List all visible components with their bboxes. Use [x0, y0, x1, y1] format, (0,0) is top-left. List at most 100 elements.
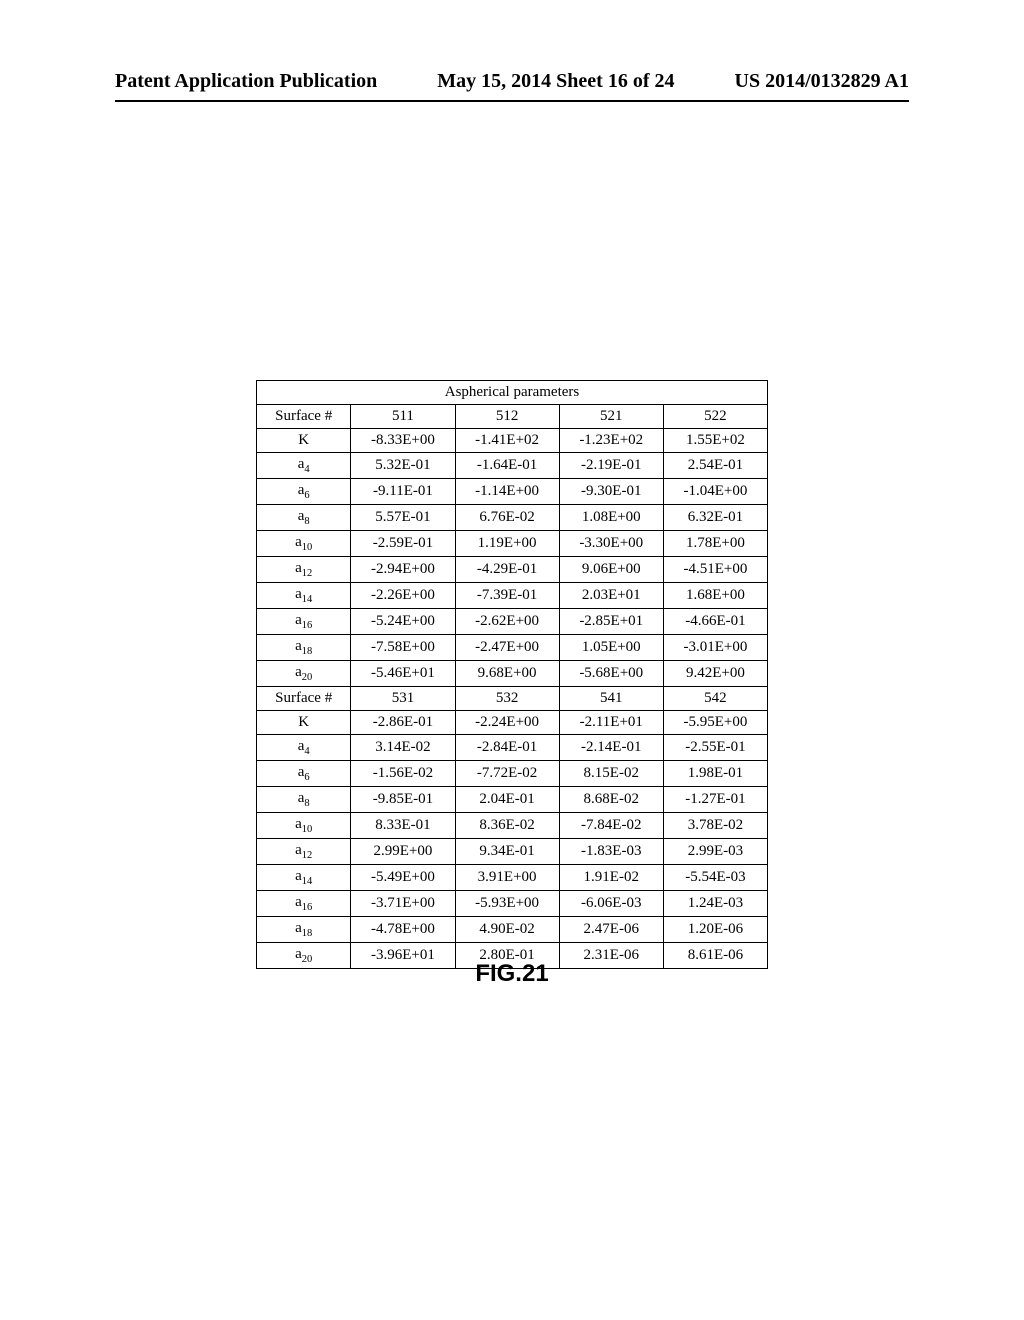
cell: 1.20E-06	[663, 917, 767, 943]
table-row: a4 5.32E-01 -1.64E-01 -2.19E-01 2.54E-01	[257, 453, 768, 479]
table-row: a8 5.57E-01 6.76E-02 1.08E+00 6.32E-01	[257, 505, 768, 531]
cell: -4.66E-01	[663, 609, 767, 635]
cell: 1.68E+00	[663, 583, 767, 609]
table-row: K -8.33E+00 -1.41E+02 -1.23E+02 1.55E+02	[257, 429, 768, 453]
row-label-sub: 16	[302, 902, 313, 913]
cell: -2.59E-01	[351, 531, 455, 557]
table-row: a16 -5.24E+00 -2.62E+00 -2.85E+01 -4.66E…	[257, 609, 768, 635]
cell: -5.46E+01	[351, 661, 455, 687]
table-row: a4 3.14E-02 -2.84E-01 -2.14E-01 -2.55E-0…	[257, 735, 768, 761]
table-row: a18 -4.78E+00 4.90E-02 2.47E-06 1.20E-06	[257, 917, 768, 943]
cell: -1.14E+00	[455, 479, 559, 505]
row-label-sub: 14	[302, 876, 313, 887]
cell: 6.32E-01	[663, 505, 767, 531]
cell: -8.33E+00	[351, 429, 455, 453]
row-label-sub: 16	[302, 620, 313, 631]
surface-num: 511	[351, 405, 455, 429]
cell: 4.90E-02	[455, 917, 559, 943]
table-row: a8 -9.85E-01 2.04E-01 8.68E-02 -1.27E-01	[257, 787, 768, 813]
row-label-sub: 12	[302, 850, 313, 861]
row-label-sub: 8	[304, 516, 309, 527]
table-row: K -2.86E-01 -2.24E+00 -2.11E+01 -5.95E+0…	[257, 711, 768, 735]
cell: 2.99E-03	[663, 839, 767, 865]
row-label-a4: a4	[257, 735, 351, 761]
cell: -1.56E-02	[351, 761, 455, 787]
table-row: a14 -5.49E+00 3.91E+00 1.91E-02 -5.54E-0…	[257, 865, 768, 891]
cell: 1.78E+00	[663, 531, 767, 557]
cell: 2.03E+01	[559, 583, 663, 609]
table-row: a14 -2.26E+00 -7.39E-01 2.03E+01 1.68E+0…	[257, 583, 768, 609]
cell: -5.49E+00	[351, 865, 455, 891]
cell: -2.11E+01	[559, 711, 663, 735]
cell: -2.84E-01	[455, 735, 559, 761]
cell: -6.06E-03	[559, 891, 663, 917]
cell: 9.06E+00	[559, 557, 663, 583]
cell: -2.24E+00	[455, 711, 559, 735]
cell: 5.32E-01	[351, 453, 455, 479]
surface-header-row-2: Surface # 531 532 541 542	[257, 687, 768, 711]
table-row: a10 -2.59E-01 1.19E+00 -3.30E+00 1.78E+0…	[257, 531, 768, 557]
cell: 2.54E-01	[663, 453, 767, 479]
table-row: a12 -2.94E+00 -4.29E-01 9.06E+00 -4.51E+…	[257, 557, 768, 583]
row-label-a18: a18	[257, 917, 351, 943]
surface-header-row-1: Surface # 511 512 521 522	[257, 405, 768, 429]
row-label-sub: 4	[304, 464, 309, 475]
cell: -2.47E+00	[455, 635, 559, 661]
row-label-a10: a10	[257, 531, 351, 557]
header-right: US 2014/0132829 A1	[735, 70, 909, 93]
cell: -3.71E+00	[351, 891, 455, 917]
aspherical-table-wrap: Aspherical parameters Surface # 511 512 …	[256, 380, 768, 969]
row-label-a20: a20	[257, 661, 351, 687]
table-title: Aspherical parameters	[257, 381, 768, 405]
cell: 1.08E+00	[559, 505, 663, 531]
row-label-base: a	[295, 534, 302, 550]
cell: -2.85E+01	[559, 609, 663, 635]
cell: -7.58E+00	[351, 635, 455, 661]
cell: -1.41E+02	[455, 429, 559, 453]
row-label-a14: a14	[257, 865, 351, 891]
cell: -9.85E-01	[351, 787, 455, 813]
row-label-a12: a12	[257, 839, 351, 865]
cell: 5.57E-01	[351, 505, 455, 531]
table-row: a20 -5.46E+01 9.68E+00 -5.68E+00 9.42E+0…	[257, 661, 768, 687]
cell: -9.11E-01	[351, 479, 455, 505]
cell: 2.04E-01	[455, 787, 559, 813]
figure-label: FIG.21	[0, 960, 1024, 988]
table-row: a6 -1.56E-02 -7.72E-02 8.15E-02 1.98E-01	[257, 761, 768, 787]
cell: 8.68E-02	[559, 787, 663, 813]
row-label-a12: a12	[257, 557, 351, 583]
row-label-a14: a14	[257, 583, 351, 609]
cell: 1.19E+00	[455, 531, 559, 557]
row-label-a18: a18	[257, 635, 351, 661]
cell: 8.33E-01	[351, 813, 455, 839]
header-rule	[115, 100, 909, 102]
cell: 6.76E-02	[455, 505, 559, 531]
row-label-sub: 14	[302, 594, 313, 605]
cell: 1.98E-01	[663, 761, 767, 787]
surface-num: 541	[559, 687, 663, 711]
page-header: Patent Application Publication May 15, 2…	[0, 70, 1024, 93]
cell: 3.91E+00	[455, 865, 559, 891]
cell: -5.54E-03	[663, 865, 767, 891]
row-label-base: a	[295, 816, 302, 832]
cell: 1.05E+00	[559, 635, 663, 661]
row-label-sub: 20	[302, 672, 313, 683]
page: Patent Application Publication May 15, 2…	[0, 0, 1024, 1320]
cell: -1.04E+00	[663, 479, 767, 505]
cell: -2.19E-01	[559, 453, 663, 479]
row-label-sub: 6	[304, 490, 309, 501]
row-label-base: a	[295, 920, 302, 936]
row-label-a16: a16	[257, 891, 351, 917]
surface-label: Surface #	[257, 687, 351, 711]
row-label-base: a	[295, 560, 302, 576]
row-label-a6: a6	[257, 479, 351, 505]
cell: 1.91E-02	[559, 865, 663, 891]
aspherical-table: Aspherical parameters Surface # 511 512 …	[256, 380, 768, 969]
row-label-a6: a6	[257, 761, 351, 787]
surface-num: 532	[455, 687, 559, 711]
cell: -1.83E-03	[559, 839, 663, 865]
row-label-K: K	[257, 429, 351, 453]
table-row: a18 -7.58E+00 -2.47E+00 1.05E+00 -3.01E+…	[257, 635, 768, 661]
row-label-a16: a16	[257, 609, 351, 635]
row-label-a8: a8	[257, 505, 351, 531]
